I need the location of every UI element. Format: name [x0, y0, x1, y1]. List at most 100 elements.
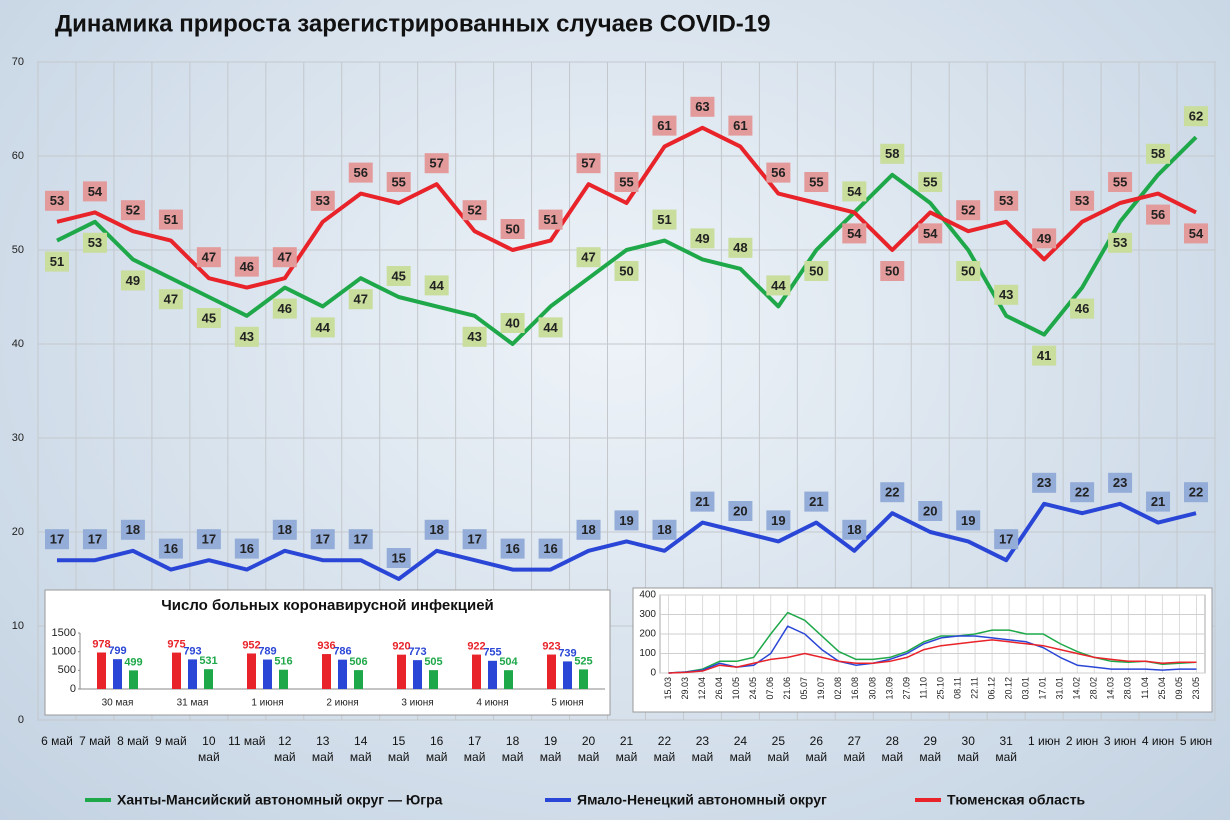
data-label: 16 [543, 541, 557, 556]
x-tick-label: 26 май [805, 734, 828, 764]
x-tick-label: 27.09 [901, 677, 911, 700]
x-tick-label: 9 май [155, 734, 187, 748]
label-bg [918, 501, 943, 521]
label-bg [766, 510, 791, 531]
label-bg [82, 181, 107, 202]
label-bg [1184, 482, 1209, 503]
data-label: 16 [240, 541, 254, 556]
label-bg [196, 308, 221, 328]
x-tick-label: 28 май [881, 734, 904, 764]
bar [338, 659, 347, 689]
x-tick-label: 24 май [729, 734, 752, 764]
data-label: 15 [391, 550, 405, 565]
bar [413, 660, 422, 689]
data-label: 17 [202, 532, 216, 547]
data-label: 46 [240, 259, 254, 274]
x-tick-label: 6 май [41, 734, 73, 748]
x-tick-label: 03.01 [1021, 677, 1031, 700]
label-bg [538, 209, 563, 230]
y-tick-label: 1500 [52, 627, 76, 639]
data-label: 47 [278, 250, 292, 265]
label-bg [348, 289, 373, 310]
x-tick-label: 1 июн [1027, 734, 1061, 748]
x-tick-label: 18 май [501, 734, 524, 764]
data-label: 47 [353, 292, 367, 307]
label-bg [500, 313, 525, 333]
label-bg [82, 529, 107, 550]
data-label: 55 [923, 174, 937, 189]
label-bg [1070, 482, 1095, 503]
label-bg [120, 270, 145, 291]
y-tick-label: 0 [70, 683, 76, 695]
label-bg [614, 172, 639, 192]
label-bg [120, 200, 145, 221]
x-tick-label: 25.04 [1157, 677, 1167, 700]
label-bg [196, 247, 221, 268]
label-bg [576, 519, 601, 540]
bar [113, 659, 122, 689]
x-tick-label: 05.07 [799, 677, 809, 700]
label-bg [386, 172, 411, 192]
label-bg [462, 200, 487, 221]
x-tick-label: 15.03 [663, 677, 673, 700]
label-bg [880, 482, 905, 503]
x-tick-label: 22 май [653, 734, 676, 764]
x-tick-label: 29.03 [680, 677, 690, 700]
data-label: 58 [1151, 146, 1165, 161]
data-label: 58 [885, 146, 899, 161]
data-label: 923 [542, 640, 560, 652]
data-label: 19 [771, 513, 785, 528]
x-tick-label: 22.11 [969, 677, 979, 699]
x-tick-label: 10.05 [731, 677, 741, 700]
data-label: 47 [164, 292, 178, 307]
y-tick-label: 30 [12, 432, 24, 444]
bar [579, 669, 588, 689]
y-tick-label: 10 [12, 620, 24, 632]
x-tick-label: 5 июн [1179, 734, 1213, 748]
bar [472, 654, 481, 689]
x-tick-label: 08.11 [952, 677, 962, 699]
data-label: 57 [429, 156, 443, 171]
x-tick-label: 3 июня [401, 698, 433, 709]
bar [188, 659, 197, 689]
data-label: 16 [505, 541, 519, 556]
data-label: 49 [1037, 231, 1051, 246]
x-tick-label: 23 май [691, 734, 714, 764]
x-tick-label: 30 мая [102, 698, 134, 709]
data-label: 55 [1113, 174, 1127, 189]
data-label: 46 [1075, 301, 1089, 316]
label-bg [1108, 472, 1133, 493]
data-label: 45 [391, 268, 405, 283]
x-tick-label: 06.12 [986, 677, 996, 700]
data-label: 17 [353, 532, 367, 547]
data-label: 54 [923, 226, 938, 241]
label-bg [652, 519, 677, 540]
data-label: 936 [317, 640, 335, 652]
label-bg [956, 261, 981, 281]
data-label: 505 [424, 656, 442, 668]
data-label: 22 [885, 485, 899, 500]
x-tick-label: 31 мая [177, 698, 209, 709]
data-label: 52 [961, 203, 975, 218]
data-label: 18 [429, 522, 443, 537]
data-label: 922 [467, 640, 485, 652]
label-bg [500, 538, 525, 559]
y-tick-label: 50 [12, 244, 24, 256]
data-label: 18 [581, 522, 595, 537]
data-label: 23 [1113, 475, 1127, 490]
x-tick-label: 11.04 [1140, 677, 1150, 699]
data-label: 786 [333, 646, 351, 658]
data-label: 50 [619, 263, 633, 278]
bar [247, 653, 256, 689]
x-tick-label: 30.08 [867, 677, 877, 700]
label-bg [994, 529, 1019, 550]
data-label: 48 [733, 240, 747, 255]
x-tick-label: 07.06 [765, 677, 775, 700]
x-tick-label: 2 июня [326, 698, 358, 709]
label-bg [386, 266, 411, 286]
label-bg [234, 256, 259, 277]
bar [397, 654, 406, 689]
data-label: 43 [467, 329, 481, 344]
label-bg [1032, 472, 1057, 493]
data-label: 920 [392, 641, 410, 653]
